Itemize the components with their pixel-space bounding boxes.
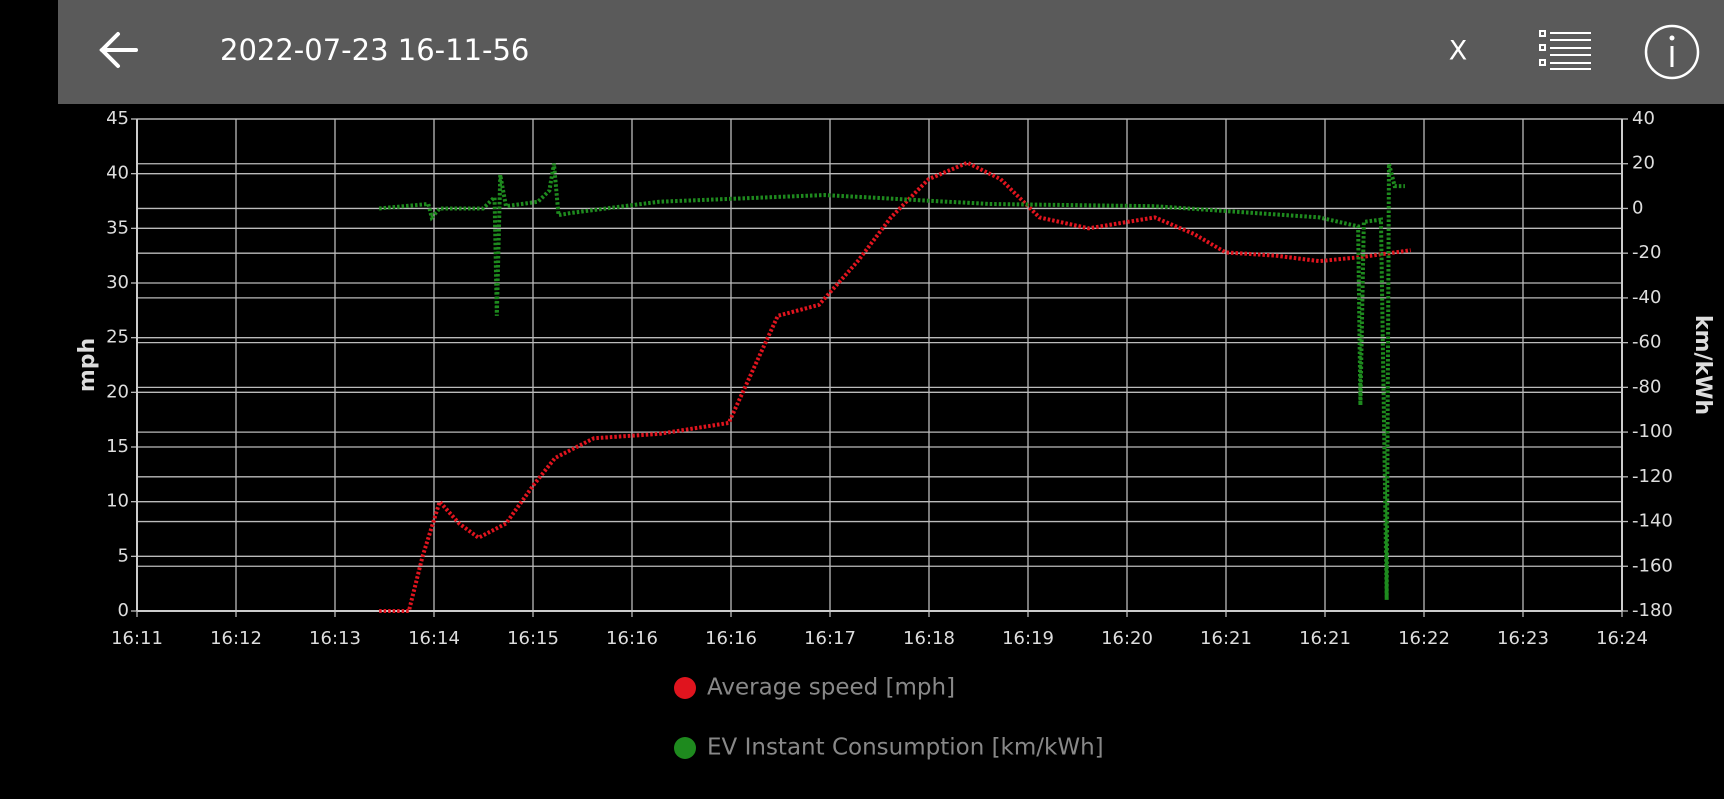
y-tick-label: 10 xyxy=(106,491,129,512)
y-tick-label: 45 xyxy=(106,108,129,129)
y2-tick-label: -100 xyxy=(1632,421,1673,442)
series-line xyxy=(379,160,1411,613)
y2-axis-title: km/kWh xyxy=(1690,315,1715,415)
x-tick-label: 16:13 xyxy=(309,628,361,649)
x-tick-label: 16:18 xyxy=(903,628,955,649)
legend-marker xyxy=(674,737,696,759)
legend-marker xyxy=(674,677,696,699)
series-line xyxy=(378,163,1405,600)
close-button[interactable]: X xyxy=(1449,36,1468,67)
y2-tick-label: -20 xyxy=(1632,242,1661,263)
y2-tick-label: 0 xyxy=(1632,197,1643,218)
info-button[interactable] xyxy=(1644,24,1700,80)
y2-tick-label: -40 xyxy=(1632,287,1661,308)
legend-label: EV Instant Consumption [km/kWh] xyxy=(707,735,1104,761)
y2-tick-label: -140 xyxy=(1632,511,1673,532)
list-button[interactable] xyxy=(1539,30,1591,70)
x-tick-label: 16:11 xyxy=(111,628,163,649)
toolbar xyxy=(58,0,1724,104)
x-tick-label: 16:21 xyxy=(1200,628,1252,649)
y-tick-label: 15 xyxy=(106,436,129,457)
y2-tick-label: -80 xyxy=(1632,376,1661,397)
y-tick-label: 25 xyxy=(106,327,129,348)
y2-tick-label: 20 xyxy=(1632,153,1655,174)
y2-tick-label: -120 xyxy=(1632,466,1673,487)
y-tick-label: 35 xyxy=(106,217,129,238)
x-tick-label: 16:23 xyxy=(1497,628,1549,649)
x-tick-label: 16:16 xyxy=(606,628,658,649)
x-tick-label: 16:22 xyxy=(1398,628,1450,649)
back-button[interactable] xyxy=(99,32,138,68)
y2-tick-label: -160 xyxy=(1632,555,1673,576)
y-tick-label: 5 xyxy=(118,545,129,566)
y2-tick-label: -180 xyxy=(1632,600,1673,621)
y-tick-label: 0 xyxy=(118,600,129,621)
x-tick-label: 16:16 xyxy=(705,628,757,649)
x-tick-label: 16:24 xyxy=(1596,628,1648,649)
y-tick-label: 20 xyxy=(106,381,129,402)
x-tick-label: 16:21 xyxy=(1299,628,1351,649)
toolbar-title: 2022-07-23 16-11-56 xyxy=(220,33,529,67)
y-tick-label: 40 xyxy=(106,163,129,184)
x-tick-label: 16:19 xyxy=(1002,628,1054,649)
chart: 16:11 16:12 16:13 16:14 16:15 16:16 16:16 16:17… xyxy=(75,108,1715,761)
x-tick-label: 16:14 xyxy=(408,628,460,649)
legend-label: Average speed [mph] xyxy=(707,675,955,701)
y2-tick-label: -60 xyxy=(1632,332,1661,353)
y-tick-label: 30 xyxy=(106,272,129,293)
y2-tick-label: 40 xyxy=(1632,108,1655,129)
y-axis-title: mph xyxy=(75,338,100,392)
x-tick-label: 16:12 xyxy=(210,628,262,649)
x-tick-label: 16:20 xyxy=(1101,628,1153,649)
x-tick-label: 16:15 xyxy=(507,628,559,649)
x-tick-label: 16:17 xyxy=(804,628,856,649)
